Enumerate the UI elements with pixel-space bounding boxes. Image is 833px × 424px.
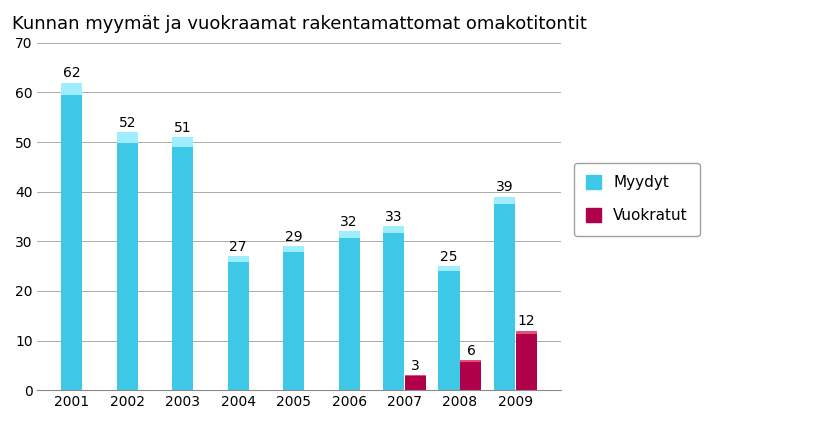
Title: Kunnan myymät ja vuokraamat rakentamattomat omakotitontit: Kunnan myymät ja vuokraamat rakentamatto… <box>12 15 586 33</box>
Bar <box>62 83 82 95</box>
Text: 39: 39 <box>496 180 513 194</box>
Text: 27: 27 <box>229 240 247 254</box>
Bar <box>283 246 304 390</box>
Bar <box>227 256 249 262</box>
Bar <box>438 266 460 271</box>
Text: 6: 6 <box>466 344 476 358</box>
Text: 29: 29 <box>285 230 302 244</box>
Bar <box>338 232 360 238</box>
Bar <box>283 246 304 252</box>
Bar <box>117 132 137 142</box>
Bar <box>227 256 249 390</box>
Text: 51: 51 <box>174 121 192 135</box>
Bar <box>172 137 193 147</box>
Bar <box>461 360 481 362</box>
Text: 52: 52 <box>118 116 136 130</box>
Bar <box>172 137 193 390</box>
Text: 12: 12 <box>517 314 536 328</box>
Bar <box>494 197 515 204</box>
Bar <box>438 266 460 390</box>
Text: 3: 3 <box>412 359 420 373</box>
Bar <box>62 83 82 390</box>
Bar <box>383 226 404 233</box>
Bar <box>405 375 426 390</box>
Text: 62: 62 <box>63 66 81 80</box>
Bar <box>461 360 481 390</box>
Bar <box>494 197 515 390</box>
Bar <box>338 232 360 390</box>
Text: 25: 25 <box>441 250 458 264</box>
Bar <box>516 331 537 334</box>
Bar <box>117 132 137 390</box>
Text: 32: 32 <box>341 215 358 229</box>
Bar <box>405 375 426 376</box>
Legend: Myydyt, Vuokratut: Myydyt, Vuokratut <box>574 163 701 236</box>
Bar <box>383 226 404 390</box>
Text: 33: 33 <box>385 210 402 224</box>
Bar <box>516 331 537 390</box>
